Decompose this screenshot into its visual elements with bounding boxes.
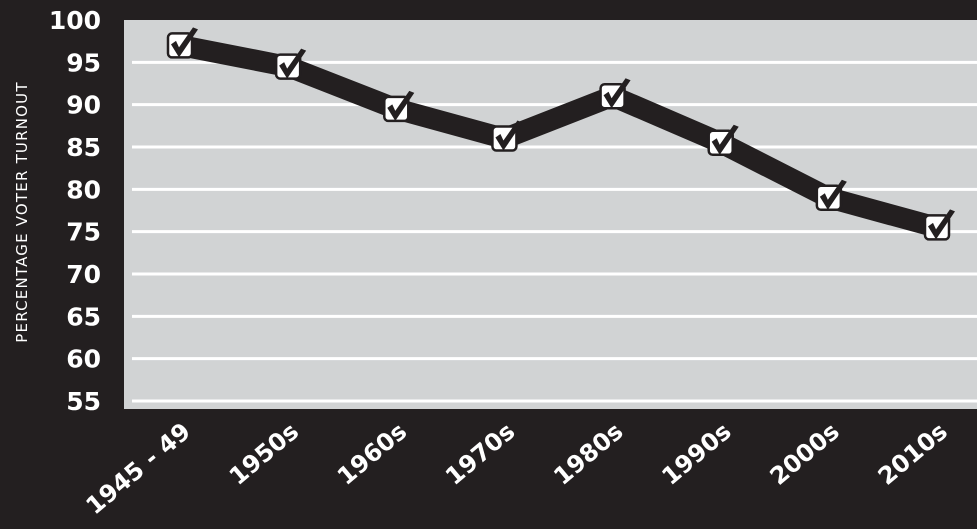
y-tick-label: 70: [66, 260, 101, 289]
check-mark-icon: [171, 27, 198, 58]
y-tick-label: 85: [66, 133, 101, 162]
check-mark-icon: [387, 90, 415, 121]
y-tick-label: 55: [66, 387, 101, 416]
y-tick-label: 95: [66, 48, 101, 77]
data-point-marker: [491, 120, 523, 152]
data-point-marker: [166, 27, 198, 59]
y-tick-label: 100: [49, 6, 101, 35]
y-tick-label: 60: [66, 345, 101, 374]
data-point-marker: [383, 90, 415, 123]
check-mark-icon: [928, 209, 955, 240]
y-axis-ticks: 100 95 90 85 80 75 70 65 60 55: [49, 6, 101, 416]
data-point-marker: [599, 78, 631, 110]
series-line: [177, 35, 940, 238]
y-tick-label: 90: [66, 91, 101, 120]
y-tick-label: 75: [66, 218, 101, 247]
check-mark-icon: [819, 179, 847, 210]
check-mark-icon: [279, 48, 307, 79]
y-tick-label: 80: [66, 175, 101, 204]
data-point-marker: [923, 209, 955, 241]
data-point-marker: [707, 124, 739, 157]
check-mark-icon: [495, 120, 523, 151]
check-mark-icon: [603, 78, 631, 109]
check-mark-icon: [711, 124, 739, 155]
data-point-marker: [274, 48, 307, 80]
plot-area: [124, 20, 977, 409]
data-point-marker: [815, 179, 847, 212]
data-markers: [166, 27, 955, 241]
y-axis-label: PERCENTAGE VOTER TURNOUT: [13, 81, 31, 342]
y-tick-label: 65: [66, 302, 101, 331]
